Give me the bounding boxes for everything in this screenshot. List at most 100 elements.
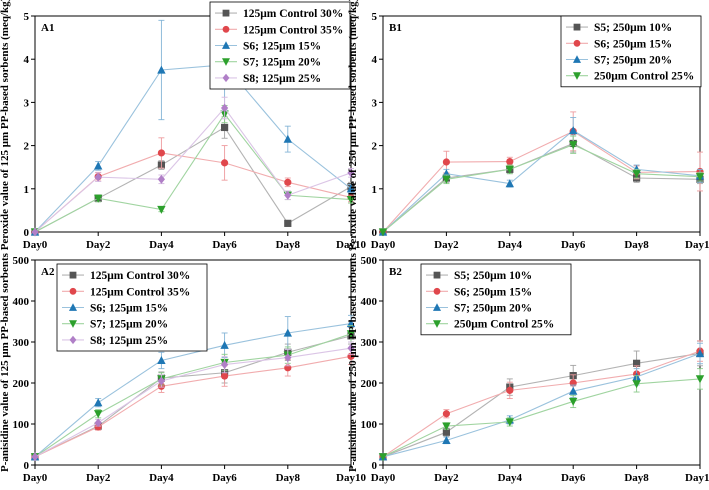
- data-point: [378, 453, 388, 462]
- y-tick-label: 0: [24, 460, 30, 472]
- series-3: [378, 368, 705, 462]
- y-tick-label: 100: [13, 419, 30, 431]
- data-point: [505, 418, 514, 427]
- data-point: [284, 353, 292, 362]
- data-point: [157, 356, 166, 365]
- series-4: [31, 96, 355, 237]
- legend-marker-icon: [69, 303, 77, 311]
- data-point: [94, 398, 103, 407]
- series-3: [30, 104, 356, 237]
- legend-label: 125μm Control 35%: [90, 286, 190, 298]
- x-tick-label: Day8: [624, 472, 649, 484]
- data-point: [31, 227, 39, 237]
- panel-label: A1: [41, 22, 54, 34]
- series-line: [382, 378, 701, 458]
- legend: S5; 250μm 10% S6; 250μm 15% S7; 250μm 20% 2…: [560, 15, 702, 88]
- y-tick-label: 0: [372, 460, 378, 472]
- data-point: [157, 149, 165, 157]
- data-point: [31, 452, 39, 462]
- legend-label: S8; 125μm 25%: [243, 73, 321, 85]
- x-tick-label: Day2: [86, 239, 111, 251]
- x-tick-label: Day6: [212, 472, 237, 484]
- series-line: [34, 64, 352, 233]
- data-point: [284, 219, 292, 227]
- data-point: [569, 397, 578, 406]
- y-tick-label: 400: [13, 296, 30, 308]
- data-point: [157, 376, 165, 386]
- legend-marker-icon: [573, 72, 581, 80]
- x-tick-label: Day4: [149, 472, 174, 484]
- legend-label: S6; 125μm 15%: [90, 303, 168, 315]
- legend-marker-icon: [222, 25, 230, 33]
- series-4: [31, 341, 355, 462]
- legend-marker-icon: [222, 9, 230, 17]
- x-tick-label: Day0: [371, 472, 396, 484]
- legend-label: 250μm Control 25%: [594, 71, 694, 83]
- data-point: [94, 410, 103, 419]
- legend-marker-icon: [69, 271, 77, 279]
- data-point: [157, 205, 166, 214]
- data-point: [157, 65, 166, 74]
- data-point: [442, 428, 450, 436]
- legend-marker-icon: [69, 320, 77, 328]
- x-tick-label: Day0: [23, 239, 48, 251]
- y-axis-title: P-anisidine value of 250 μm PP-based sor…: [347, 252, 359, 472]
- data-point: [221, 159, 229, 167]
- x-tick-label: Day0: [23, 472, 48, 484]
- y-tick-label: 5: [372, 11, 378, 23]
- legend-label: S8; 125μm 25%: [90, 335, 168, 347]
- y-tick-label: 200: [361, 378, 378, 390]
- y-axis-title: P-anisidine value of 125 μm PP-based sor…: [0, 252, 11, 472]
- legend-marker-icon: [433, 320, 441, 328]
- legend-marker-icon: [433, 303, 441, 311]
- y-tick-label: 0: [372, 227, 378, 239]
- data-point: [442, 158, 450, 166]
- y-tick-label: 100: [361, 419, 378, 431]
- legend: 125μm Control 30% 125μm Control 35% S6; 12…: [209, 1, 351, 90]
- data-point: [442, 422, 451, 431]
- data-point: [221, 360, 229, 369]
- y-tick-label: 300: [13, 337, 30, 349]
- series-3: [378, 135, 705, 237]
- y-tick-label: 2: [24, 141, 30, 153]
- legend-label: S5; 250μm 10%: [454, 270, 532, 282]
- data-point: [569, 386, 578, 395]
- x-tick-label: Day4: [498, 472, 523, 484]
- series-line: [34, 107, 352, 233]
- y-tick-label: 5: [24, 11, 30, 23]
- data-point: [569, 126, 578, 135]
- panel-label: B2: [389, 266, 402, 278]
- y-tick-label: 1: [24, 184, 30, 196]
- data-point: [442, 410, 450, 418]
- data-point: [347, 168, 355, 178]
- x-tick-label: Day2: [434, 239, 459, 251]
- series-line: [34, 335, 352, 458]
- plot-frame: [34, 15, 352, 233]
- data-point: [442, 436, 451, 444]
- legend-marker-icon: [573, 23, 581, 31]
- legend: 125μm Control 30% 125μm Control 35% S6; 12…: [56, 263, 208, 352]
- x-tick-label: Day6: [212, 239, 237, 251]
- x-tick-label: Day10: [336, 239, 366, 251]
- series-line: [34, 323, 352, 458]
- chart-panel-b1: B1 0 1 2 3 4 5 Day0 Day2 Day4 Day6 Day8 Day10 Peroxid…: [347, 0, 709, 251]
- data-point: [378, 228, 388, 237]
- data-point: [695, 173, 705, 182]
- x-tick-label: Day6: [561, 239, 586, 251]
- data-point: [221, 123, 229, 132]
- legend-box: [560, 15, 702, 88]
- series-line: [382, 130, 701, 233]
- y-tick-label: 4: [372, 54, 378, 66]
- chart-panel-a2: A2 0 100 200 300 400 500 Day0 Day2 Day4 Day6 Day8 Da…: [0, 252, 366, 484]
- legend-label: S5; 250μm 10%: [594, 22, 672, 34]
- legend-marker-icon: [222, 41, 230, 49]
- x-tick-label: Day4: [149, 239, 174, 251]
- data-point: [346, 196, 356, 204]
- legend-label: S6; 125μm 15%: [243, 41, 321, 53]
- data-point: [284, 190, 292, 200]
- x-tick-label: Day6: [561, 472, 586, 484]
- legend-marker-icon: [573, 39, 581, 47]
- data-point: [632, 170, 641, 179]
- y-tick-label: 300: [361, 337, 378, 349]
